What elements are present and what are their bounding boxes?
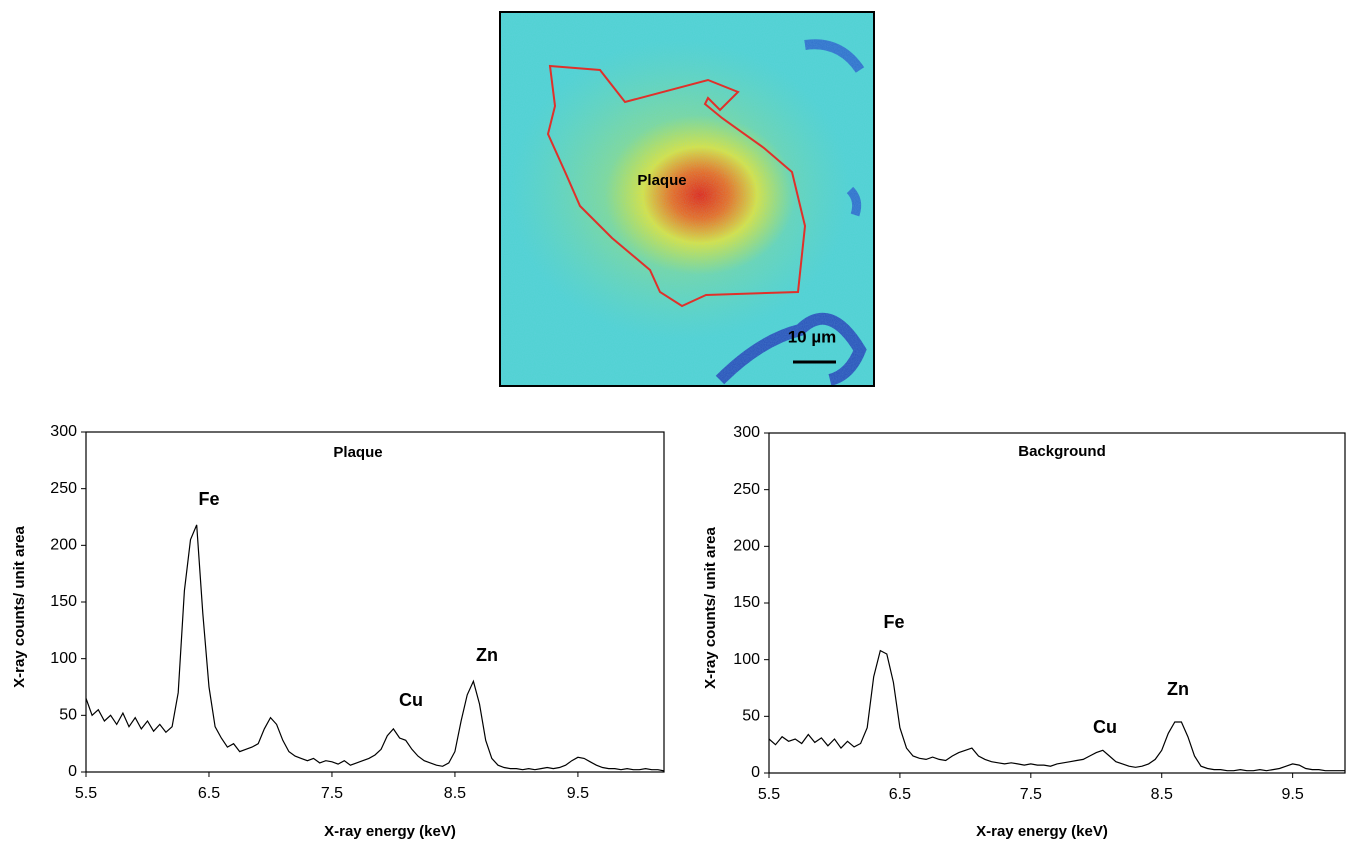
y-tick-label: 300 <box>733 424 760 441</box>
peak-label: Cu <box>1093 717 1117 737</box>
x-tick-label: 6.5 <box>889 786 911 803</box>
peak-label: Zn <box>1167 679 1189 699</box>
y-tick-label: 250 <box>50 480 77 497</box>
y-tick-label: 200 <box>50 537 77 554</box>
y-tick-label: 150 <box>50 593 77 610</box>
spectrum-line <box>85 524 665 772</box>
spectrum-line <box>768 649 1345 772</box>
scale-bar-label: 10 µm <box>788 327 837 346</box>
peak-label: Fe <box>883 612 904 632</box>
plot-frame <box>768 432 1346 774</box>
y-tick-label: 150 <box>733 594 760 611</box>
x-tick-label: 6.5 <box>198 785 220 802</box>
x-tick-label: 7.5 <box>321 785 343 802</box>
y-axis-label: X-ray counts/ unit area <box>702 526 719 688</box>
x-tick-label: 5.5 <box>758 786 780 803</box>
heatmap-image <box>500 12 874 386</box>
x-tick-label: 8.5 <box>444 785 466 802</box>
y-tick-label: 100 <box>50 650 77 667</box>
x-tick-label: 7.5 <box>1020 786 1042 803</box>
x-tick-label: 9.5 <box>567 785 589 802</box>
chart-title: Plaque <box>333 444 382 461</box>
y-tick-label: 250 <box>733 481 760 498</box>
y-tick-label: 50 <box>742 708 760 725</box>
y-tick-label: 200 <box>733 538 760 555</box>
image-label: Plaque <box>637 172 686 189</box>
chart-title: Background <box>1018 443 1106 460</box>
x-tick-label: 8.5 <box>1151 786 1173 803</box>
y-tick-label: 0 <box>68 763 77 780</box>
x-axis-label: X-ray energy (keV) <box>324 823 456 840</box>
x-tick-label: 9.5 <box>1282 786 1304 803</box>
y-tick-label: 100 <box>733 651 760 668</box>
plaque-outline <box>546 64 807 308</box>
x-tick-label: 5.5 <box>75 785 97 802</box>
peak-label: Zn <box>476 645 498 665</box>
y-axis-label: X-ray counts/ unit area <box>11 525 28 687</box>
y-tick-label: 50 <box>59 707 77 724</box>
peak-label: Fe <box>198 489 219 509</box>
x-axis-label: X-ray energy (keV) <box>976 823 1108 840</box>
y-tick-label: 300 <box>50 423 77 440</box>
y-tick-label: 0 <box>751 764 760 781</box>
peak-label: Cu <box>399 690 423 710</box>
image-frame <box>499 11 875 387</box>
